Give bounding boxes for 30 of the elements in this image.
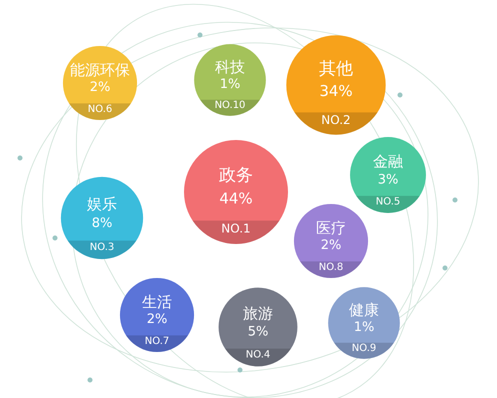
text: NO.6	[88, 104, 112, 115]
category-label: 政务	[219, 166, 253, 186]
data-label: 5%	[248, 324, 268, 340]
category-label: 能源环保	[70, 60, 130, 79]
data-label: 2%	[146, 312, 168, 328]
text: NO.4	[246, 350, 270, 361]
text: NO.2	[321, 112, 351, 127]
text: NO.3	[90, 242, 114, 254]
category-label: 生活	[142, 292, 172, 311]
category-label: 医疗	[316, 218, 346, 237]
category-label: 娱乐	[87, 194, 117, 213]
data-label: 1%	[354, 320, 374, 335]
category-label: 健康	[349, 301, 379, 320]
category-label: 科技	[215, 58, 245, 76]
text: NO.1	[221, 222, 251, 236]
text: NO.8	[318, 262, 344, 273]
data-label: 2%	[320, 238, 342, 254]
data-label: 1%	[220, 76, 240, 92]
text: NO.10	[214, 100, 246, 111]
data-label: 2%	[90, 80, 110, 96]
data-label: 34%	[319, 82, 353, 100]
text: NO.5	[376, 196, 400, 208]
data-label: 8%	[92, 216, 112, 232]
category-label: 金融	[373, 152, 403, 171]
data-label: 44%	[219, 189, 253, 208]
category-label: 旅游	[243, 304, 273, 322]
text: NO.7	[144, 336, 170, 347]
text: NO.9	[352, 342, 376, 354]
data-label: 3%	[378, 172, 398, 188]
category-label: 其他	[319, 59, 353, 80]
